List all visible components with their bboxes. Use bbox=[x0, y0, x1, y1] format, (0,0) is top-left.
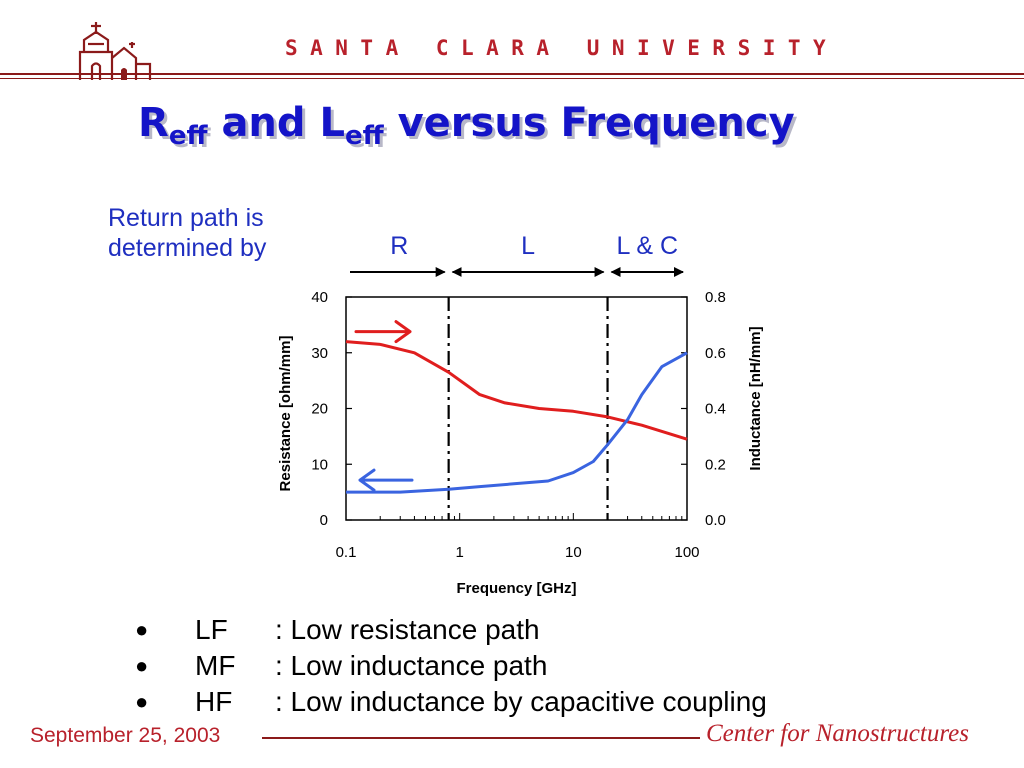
series-line bbox=[346, 351, 688, 494]
return-path-label: Return path is determined by bbox=[108, 203, 266, 263]
return-path-label-line-2: determined by bbox=[108, 234, 267, 262]
y2-tick-label: 0.6 bbox=[705, 345, 726, 362]
bullet-dot-icon: ● bbox=[135, 617, 149, 642]
slide-title: Reff and Leff versus Frequency bbox=[138, 100, 795, 151]
bullet-desc: : Low inductance path bbox=[275, 650, 548, 681]
bullet-dot-icon: ● bbox=[135, 689, 149, 714]
x-tick-label: 100 bbox=[674, 544, 699, 561]
y2-tick-label: 0.2 bbox=[705, 456, 726, 473]
footer-date: September 25, 2003 bbox=[30, 724, 221, 747]
header-rule bbox=[0, 73, 1024, 75]
arrow-right-icon bbox=[354, 320, 412, 344]
y2-axis-label: Inductance [nH/mm] bbox=[747, 326, 764, 470]
y2-tick-label: 0.4 bbox=[705, 401, 726, 418]
region-label: L & C bbox=[616, 232, 678, 260]
x-axis-label: Frequency [GHz] bbox=[456, 580, 576, 597]
y-tick-label: 40 bbox=[311, 289, 328, 306]
region-label: L bbox=[521, 232, 535, 260]
university-name: SANTA CLARA UNIVERSITY bbox=[285, 36, 839, 60]
bullet-desc: : Low inductance by capacitive coupling bbox=[275, 686, 767, 717]
bullet-term: LF bbox=[195, 614, 228, 645]
series-line bbox=[345, 340, 688, 441]
y-tick-label: 20 bbox=[311, 401, 328, 418]
y2-tick-label: 0.8 bbox=[705, 289, 726, 306]
y-tick-label: 10 bbox=[311, 456, 328, 473]
bullet-desc: : Low resistance path bbox=[275, 614, 540, 645]
y-tick-label: 30 bbox=[311, 345, 328, 362]
bullet-item: ● HF : Low inductance by capacitive coup… bbox=[135, 684, 767, 720]
x-tick-label: 10 bbox=[565, 544, 582, 561]
x-tick-label: 0.1 bbox=[336, 544, 357, 561]
arrow-left-icon bbox=[358, 468, 414, 492]
y-axis-label: Resistance [ohm/mm] bbox=[277, 336, 294, 492]
bullet-item: ● LF : Low resistance path bbox=[135, 612, 767, 648]
footer-rule bbox=[262, 737, 700, 739]
bullet-term: MF bbox=[195, 650, 236, 681]
header-rule-thin bbox=[0, 78, 1024, 79]
bullet-list: ● LF : Low resistance path ● MF : Low in… bbox=[135, 612, 767, 720]
bullet-dot-icon: ● bbox=[135, 653, 149, 678]
return-path-label-line-1: Return path is bbox=[108, 204, 264, 232]
y-tick-label: 0 bbox=[320, 512, 328, 529]
bullet-term: HF bbox=[195, 686, 233, 717]
x-tick-label: 1 bbox=[455, 544, 463, 561]
region-label: R bbox=[390, 232, 408, 260]
bullet-item: ● MF : Low inductance path bbox=[135, 648, 767, 684]
footer-center-name: Center for Nanostructures bbox=[706, 720, 969, 747]
y2-tick-label: 0.0 bbox=[705, 512, 726, 529]
